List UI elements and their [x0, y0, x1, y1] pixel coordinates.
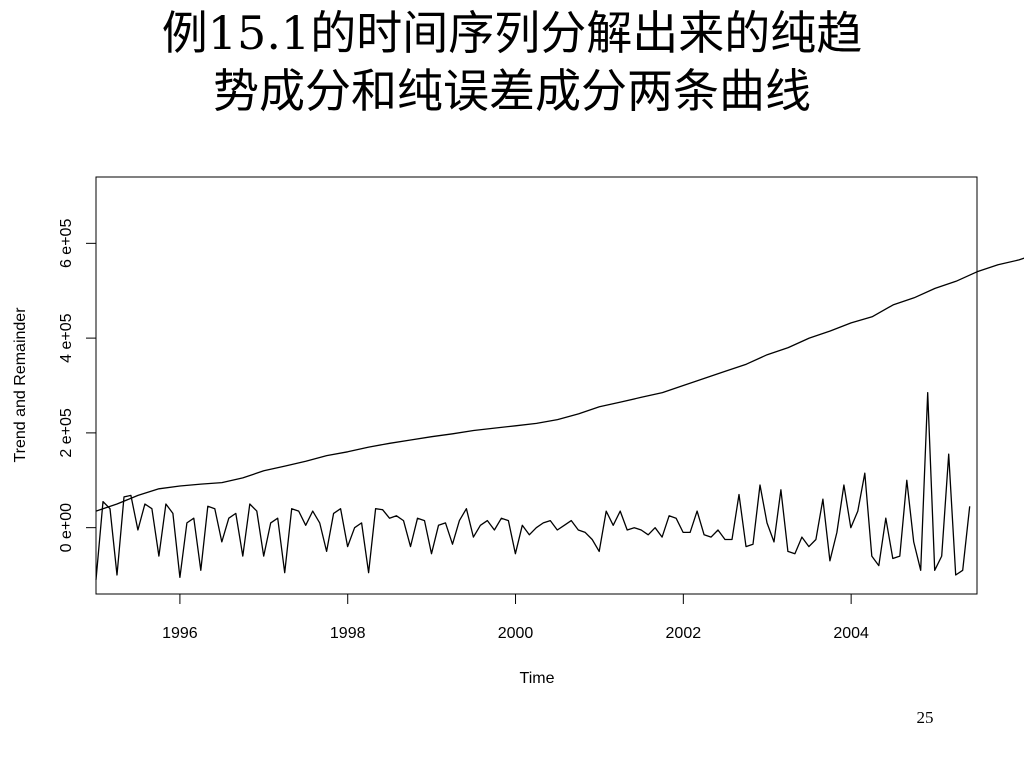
x-axis: 1996 1998 2000 2002 2004	[162, 594, 869, 642]
y-tick-label: 2 e+05	[58, 408, 75, 457]
slide-title: 例15.1的时间序列分解出来的纯趋 势成分和纯误差成分两条曲线	[0, 4, 1024, 120]
slide-title-line1: 例15.1的时间序列分解出来的纯趋	[161, 6, 863, 60]
y-axis: 0 e+00 2 e+05 4 e+05 6 e+05	[58, 219, 96, 552]
x-axis-title: Time	[520, 670, 555, 687]
remainder-series-line	[95, 391, 971, 580]
series-group	[95, 257, 1024, 580]
trend-series-line	[95, 257, 1024, 512]
x-tick-label: 1996	[162, 625, 198, 642]
plot-frame	[95, 176, 978, 595]
x-tick-label: 2000	[498, 625, 534, 642]
x-tick-label: 1998	[330, 625, 366, 642]
x-tick-label: 2002	[666, 625, 702, 642]
x-tick-label: 2004	[833, 625, 869, 642]
y-tick-label: 4 e+05	[58, 313, 75, 362]
page-number: 25	[916, 708, 934, 727]
y-tick-label: 6 e+05	[58, 219, 75, 268]
y-tick-label: 0 e+00	[58, 503, 75, 552]
y-axis-title: Trend and Remainder	[12, 307, 29, 463]
slide-title-line2: 势成分和纯误差成分两条曲线	[213, 64, 811, 118]
